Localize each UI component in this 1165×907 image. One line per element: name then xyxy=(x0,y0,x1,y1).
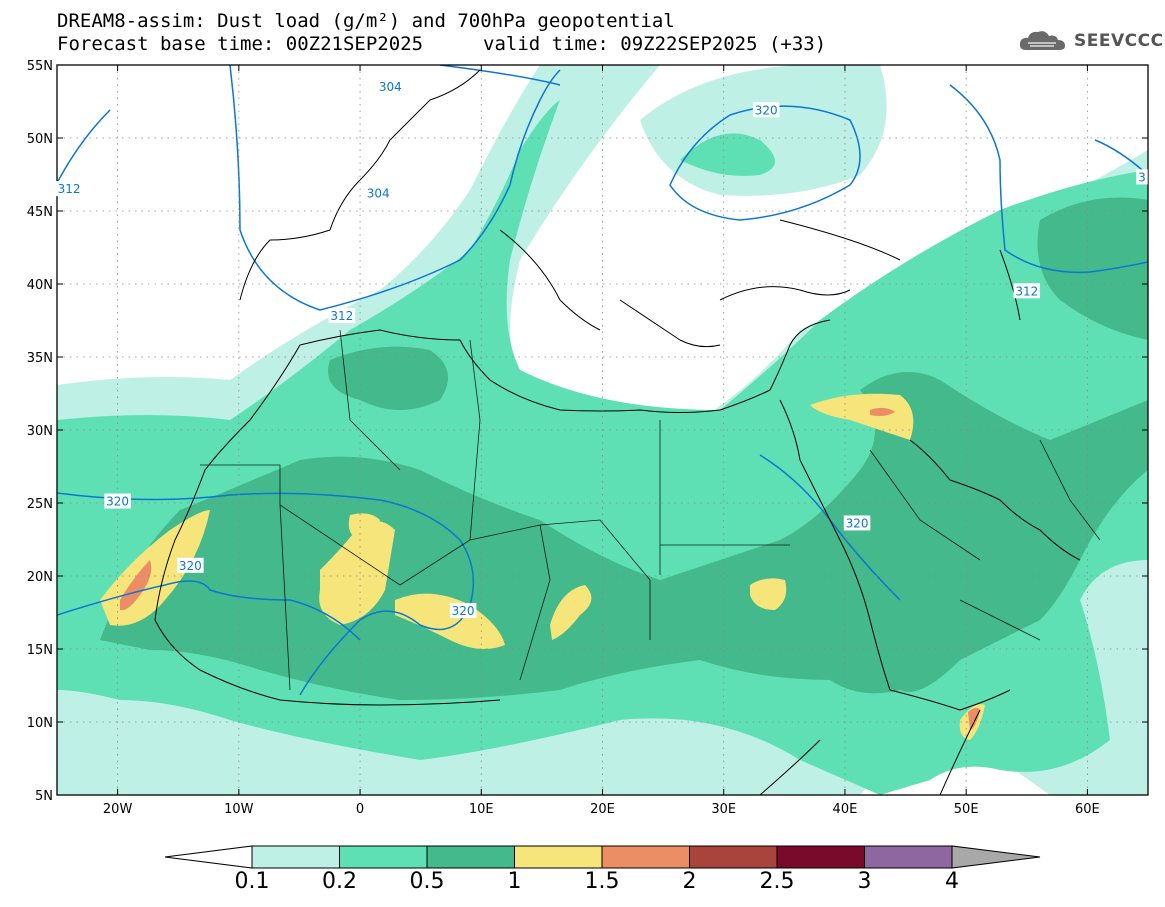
lat-tick-label: 20N xyxy=(27,570,53,585)
contour-label: 312 xyxy=(55,181,83,197)
colorbar-level-label: 1 xyxy=(507,869,522,894)
contour-label: 320 xyxy=(752,102,780,118)
lat-tick-label: 35N xyxy=(27,351,53,366)
country-borders xyxy=(200,329,1101,691)
colorbar-segment xyxy=(689,845,778,869)
lat-tick-label: 40N xyxy=(27,278,53,293)
contour-label: 304 xyxy=(364,185,392,201)
contour-label: 320 xyxy=(449,603,477,619)
lat-tick-label: 10N xyxy=(27,716,53,731)
colorbar-segment xyxy=(339,845,428,869)
contour-labels: 304 304 312 312 320 312 320 320 320 320 3 xyxy=(55,78,1148,619)
lon-tick-label: 20E xyxy=(590,802,615,817)
contour-label-text: 320 xyxy=(452,604,475,618)
colorbar-level-label: 3 xyxy=(857,869,872,894)
seevccc-logo: SEEVCCC xyxy=(1018,26,1164,56)
contour-label: 320 xyxy=(177,557,204,573)
lon-tick-label: 50E xyxy=(954,802,979,817)
contour-label: 320 xyxy=(843,515,871,531)
colorbar-level-label: 0.5 xyxy=(409,869,445,894)
lat-tick-label: 30N xyxy=(27,424,53,439)
colorbar-segment xyxy=(426,845,515,869)
colorbar-segment xyxy=(514,845,603,869)
logo-text: SEEVCCC xyxy=(1074,31,1164,51)
colorbar-level-label: 0.2 xyxy=(322,869,357,894)
contour-label-bg xyxy=(752,102,780,118)
contour-label-text: 312 xyxy=(1015,284,1038,298)
contour-label-text: 320 xyxy=(106,495,129,509)
contour-label-bg xyxy=(177,557,204,573)
map-title: DREAM8-assim: Dust load (g/m²) and 700hP… xyxy=(57,10,675,32)
forecast-base-time: Forecast base time: 00Z21SEP2025 xyxy=(57,33,424,55)
contour-label-text: 312 xyxy=(58,182,81,196)
lat-tick-label: 5N xyxy=(35,789,53,804)
colorbar-segment xyxy=(776,845,865,869)
lon-tick-label: 10W xyxy=(224,802,254,817)
colorbar-level-label: 4 xyxy=(945,869,959,894)
valid-time: valid time: 09Z22SEP2025 (+33) xyxy=(483,33,827,55)
lat-tick-label: 15N xyxy=(27,643,53,658)
colorbar-level-label: 0.1 xyxy=(234,869,270,894)
contour-label: 312 xyxy=(1013,283,1041,299)
contour-label-text: 3 xyxy=(1138,170,1146,184)
colorbar-min-arrow xyxy=(164,845,253,869)
lat-tick-label: 55N xyxy=(27,59,53,74)
contour-label-bg xyxy=(328,308,356,324)
lon-tick-label: 10E xyxy=(469,802,494,817)
contour-label-bg xyxy=(364,185,392,201)
contour-label-text: 320 xyxy=(179,559,202,573)
contour-label-bg xyxy=(843,515,871,531)
axis-ticks: 55N 50N 45N 40N 35N 30N 25N 20N 15N 10N 5N 20W 10W 0 1… xyxy=(27,59,1148,817)
grid-lines xyxy=(57,65,1148,795)
contour-label-text: 320 xyxy=(846,516,869,530)
coastlines xyxy=(154,69,1081,795)
colorbar-level-label: 2.5 xyxy=(759,869,795,894)
geopotential-contours xyxy=(57,65,1148,696)
lat-tick-label: 25N xyxy=(27,497,53,512)
colorbar xyxy=(164,845,1041,869)
contour-label-text: 320 xyxy=(755,103,778,117)
contour-label-text: 304 xyxy=(367,186,390,200)
contour-label-text: 304 xyxy=(379,80,402,94)
contour-label: 312 xyxy=(328,308,356,324)
contour-label-bg xyxy=(55,181,83,197)
contour-label-bg xyxy=(1136,169,1148,185)
colorbar-segment xyxy=(251,845,340,869)
contour-label: 3 xyxy=(1136,169,1148,185)
colorbar-level-label: 2 xyxy=(682,869,697,894)
lon-tick-label: 30E xyxy=(711,802,736,817)
contour-label-text: 312 xyxy=(330,309,353,323)
lon-tick-label: 0 xyxy=(356,802,364,817)
dust-level-1.5 xyxy=(120,407,980,730)
colorbar-segment xyxy=(864,845,953,869)
colorbar-segment xyxy=(601,845,690,869)
contour-label: 304 xyxy=(377,78,404,94)
contour-label: 320 xyxy=(104,493,131,509)
colorbar-level-label: 1.5 xyxy=(584,869,620,894)
lon-tick-label: 40E xyxy=(833,802,858,817)
contour-label-bg xyxy=(104,493,131,509)
contour-label-bg xyxy=(1013,283,1041,299)
lat-tick-label: 50N xyxy=(27,132,53,147)
lon-tick-label: 60E xyxy=(1075,802,1100,817)
contour-label-bg xyxy=(449,603,477,619)
cloud-icon xyxy=(1019,31,1065,50)
lon-tick-label: 20W xyxy=(103,802,133,817)
colorbar-max-arrow xyxy=(951,845,1041,869)
lat-tick-label: 45N xyxy=(27,205,53,220)
contour-label-bg xyxy=(377,78,404,94)
